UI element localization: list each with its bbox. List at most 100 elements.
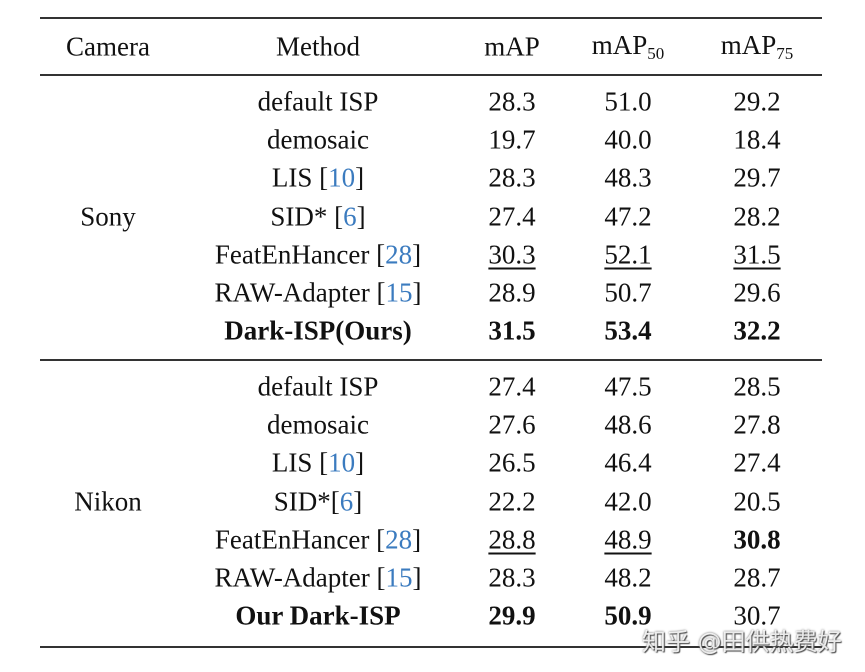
map-value: 28.3 (488, 162, 536, 193)
citation-link[interactable]: 28 (385, 239, 413, 270)
map50-value: 48.3 (604, 162, 652, 193)
map75-value: 28.2 (733, 201, 781, 232)
bracket: ] (412, 562, 422, 593)
header-map50-sub: 50 (647, 44, 665, 63)
citation-link[interactable]: 6 (343, 201, 357, 232)
map50-value: 50.9 (604, 600, 652, 631)
map75-value: 27.8 (733, 409, 781, 440)
method-name: Our Dark-ISP (235, 600, 401, 631)
bracket: [ (319, 162, 329, 193)
method-cell: default ISP (257, 371, 379, 402)
map50-value: 50.7 (604, 277, 652, 308)
method-cell: RAW-Adapter [15] (214, 277, 422, 308)
header-map75-sub: 75 (776, 44, 794, 63)
map50-value: 40.0 (604, 124, 652, 155)
citation-link[interactable]: 10 (328, 162, 356, 193)
bracket: [ (376, 239, 386, 270)
map50-value: 52.1 (604, 239, 652, 270)
method-name: SID* (273, 486, 331, 517)
group-rule (40, 359, 822, 361)
bracket: ] (355, 447, 365, 478)
map-value: 31.5 (488, 315, 536, 346)
method-cell: Dark-ISP(Ours) (224, 315, 412, 346)
header-map50-base: mAP (591, 30, 648, 60)
method-name: RAW-Adapter (214, 277, 377, 308)
method-cell: FeatEnHancer [28] (215, 241, 421, 268)
bracket: [ (319, 447, 329, 478)
bracket: [ (330, 486, 340, 517)
map50-value: 48.2 (604, 562, 652, 593)
bracket: ] (412, 239, 422, 270)
map75-value: 32.2 (733, 315, 781, 346)
map-value: 30.3 (488, 239, 536, 270)
method-cell: demosaic (267, 409, 369, 440)
map-value: 19.7 (488, 124, 536, 155)
bracket: [ (376, 277, 386, 308)
map50-value: 46.4 (604, 447, 652, 478)
header-camera: Camera (66, 31, 150, 62)
method-cell: LIS [10] (271, 162, 365, 193)
method-cell: Our Dark-ISP (235, 600, 401, 631)
map50-value: 42.0 (604, 486, 652, 517)
map75-value: 28.7 (733, 562, 781, 593)
map75-value: 29.7 (733, 162, 781, 193)
map50-value: 47.5 (604, 371, 652, 402)
method-name: SID* (270, 201, 335, 232)
map50-value: 48.6 (604, 409, 652, 440)
map75-value: 27.4 (733, 447, 781, 478)
citation-link[interactable]: 15 (385, 562, 413, 593)
bottom-rule (40, 646, 822, 648)
map75-value: 29.2 (733, 86, 781, 117)
method-name: RAW-Adapter (214, 562, 377, 593)
watermark: 知乎 @田供热费好 (642, 628, 842, 656)
header-map: mAP (484, 31, 540, 62)
method-name: Dark-ISP(Ours) (224, 315, 412, 346)
map50-value: 51.0 (604, 86, 652, 117)
map75-value: 18.4 (733, 124, 781, 155)
method-name: demosaic (267, 124, 369, 155)
map-value: 26.5 (488, 447, 536, 478)
camera-label: Sony (80, 201, 136, 232)
map-value: 27.4 (488, 201, 536, 232)
map-value: 27.4 (488, 371, 536, 402)
bracket: ] (355, 162, 365, 193)
header-method: Method (276, 31, 360, 62)
method-name: FeatEnHancer (214, 239, 377, 270)
bracket: [ (376, 562, 386, 593)
map75-value: 20.5 (733, 486, 781, 517)
citation-link[interactable]: 10 (328, 447, 356, 478)
map50-value: 48.9 (604, 524, 652, 555)
citation-link[interactable]: 28 (385, 524, 413, 555)
top-rule (40, 17, 822, 19)
method-name: LIS (271, 447, 320, 478)
map75-value: 31.5 (733, 239, 781, 270)
method-name: default ISP (257, 371, 379, 402)
method-cell: FeatEnHancer [28] (215, 526, 421, 553)
method-name: LIS (271, 162, 320, 193)
bracket: ] (412, 277, 422, 308)
method-name: FeatEnHancer (214, 524, 377, 555)
method-cell: default ISP (257, 86, 379, 117)
map50-value: 53.4 (604, 315, 652, 346)
citation-link[interactable]: 15 (385, 277, 413, 308)
method-name: demosaic (267, 409, 369, 440)
map-value: 27.6 (488, 409, 536, 440)
map50-value: 47.2 (604, 201, 652, 232)
map75-value: 29.6 (733, 277, 781, 308)
citation-link[interactable]: 6 (339, 486, 354, 517)
method-cell: SID* [6] (270, 203, 365, 230)
header-map50: mAP50 (591, 30, 665, 63)
map75-value: 30.8 (733, 524, 781, 555)
method-cell: RAW-Adapter [15] (214, 562, 422, 593)
map75-value: 30.7 (733, 600, 781, 631)
map75-value: 28.5 (733, 371, 781, 402)
method-cell: demosaic (267, 124, 369, 155)
map-value: 28.9 (488, 277, 536, 308)
map-value: 22.2 (488, 486, 536, 517)
bracket: ] (412, 524, 422, 555)
method-cell: LIS [10] (271, 447, 365, 478)
map-value: 28.3 (488, 86, 536, 117)
bracket: [ (334, 201, 344, 232)
method-name: default ISP (257, 86, 379, 117)
map-value: 28.8 (488, 524, 536, 555)
